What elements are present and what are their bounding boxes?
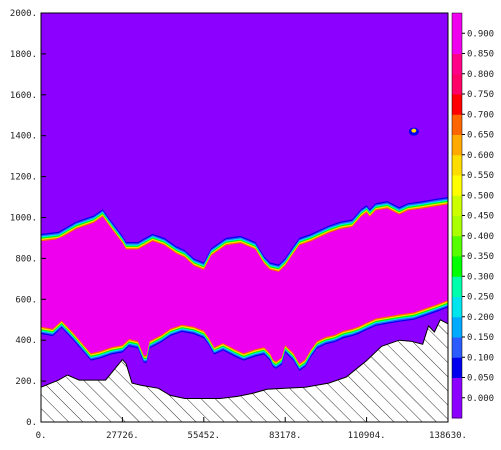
colorbar-label: 0.400 <box>467 232 494 242</box>
x-tick-label: 0. <box>36 431 47 441</box>
colorbar-swatch <box>452 256 462 277</box>
colorbar-swatch <box>452 94 462 115</box>
colorbar-label: 0.300 <box>467 272 494 282</box>
colorbar-swatch <box>452 377 462 399</box>
colorbar-label: 0.800 <box>467 70 494 80</box>
small-feature-core <box>411 128 417 133</box>
colorbar-label: 0.550 <box>467 171 494 181</box>
x-tick-label: 83178. <box>269 431 302 441</box>
y-axis: 0. 200. 400. 600. 800. 1000. 1200. 1400. 1600. 18… <box>10 9 46 428</box>
contour-core <box>41 211 448 357</box>
colorbar-label: 0.450 <box>467 212 494 222</box>
y-tick-label: 800. <box>15 254 37 264</box>
colorbar-swatch <box>452 154 462 176</box>
colorbar-label: 0.250 <box>467 293 494 303</box>
y-tick-label: 0. <box>26 418 37 428</box>
colorbar-label: 0.350 <box>467 252 494 262</box>
colorbar-swatch <box>452 134 462 156</box>
colorbar-swatch <box>452 215 462 237</box>
colorbar-swatch <box>452 397 462 419</box>
colorbar-label: 0.650 <box>467 131 494 141</box>
colorbar-swatch <box>452 114 462 135</box>
colorbar-swatch <box>452 13 462 34</box>
colorbar-label: 0.200 <box>467 313 494 323</box>
terrain <box>41 319 448 422</box>
y-tick-label: 600. <box>15 295 37 305</box>
y-tick-label: 1000. <box>10 214 37 224</box>
x-axis: 0. 27726. 55452. 83178. 110904. 138630. <box>36 417 467 441</box>
y-tick-label: 1800. <box>10 50 37 60</box>
x-tick-label: 27726. <box>106 431 139 441</box>
colorbar-label: 0.000 <box>467 394 494 404</box>
colorbar-label: 0.850 <box>467 50 494 60</box>
colorbar-swatch <box>452 33 462 54</box>
y-tick-label: 1400. <box>10 132 37 142</box>
colorbar-label: 0.150 <box>467 333 494 343</box>
colorbar-swatch <box>452 73 462 95</box>
colorbar-label: 0.600 <box>467 151 494 161</box>
colorbar-label: 0.500 <box>467 191 494 201</box>
colorbar-label: 0.100 <box>467 353 494 363</box>
y-tick-label: 2000. <box>10 9 37 19</box>
colorbar-swatch <box>452 337 462 358</box>
y-tick-label: 1200. <box>10 173 37 183</box>
colorbar-swatch <box>452 316 462 338</box>
y-tick-label: 400. <box>15 336 37 346</box>
colorbar-legend: 0.000 0.050 0.100 0.150 0.200 0.250 0.300 0.350… <box>451 12 494 419</box>
x-tick-label: 55452. <box>188 431 221 441</box>
colorbar-swatch <box>452 296 462 318</box>
colorbar-swatch <box>452 53 462 75</box>
y-tick-label: 1600. <box>10 91 37 101</box>
plot-area <box>41 13 448 422</box>
colorbar-label: 0.050 <box>467 374 494 384</box>
colorbar-label: 0.700 <box>467 110 494 120</box>
x-tick-label: 110904. <box>348 431 386 441</box>
colorbar-label: 0.750 <box>467 90 494 100</box>
small-feature-outer <box>408 131 419 146</box>
colorbar-swatch <box>452 357 462 378</box>
colorbar-swatch <box>452 235 462 257</box>
colorbar-swatch <box>452 175 462 196</box>
colorbar-swatch <box>452 276 462 297</box>
colorbar-label: 0.900 <box>467 29 494 39</box>
x-tick-label: 138630. <box>429 431 467 441</box>
y-tick-label: 200. <box>15 377 37 387</box>
colorbar-swatch <box>452 195 462 216</box>
